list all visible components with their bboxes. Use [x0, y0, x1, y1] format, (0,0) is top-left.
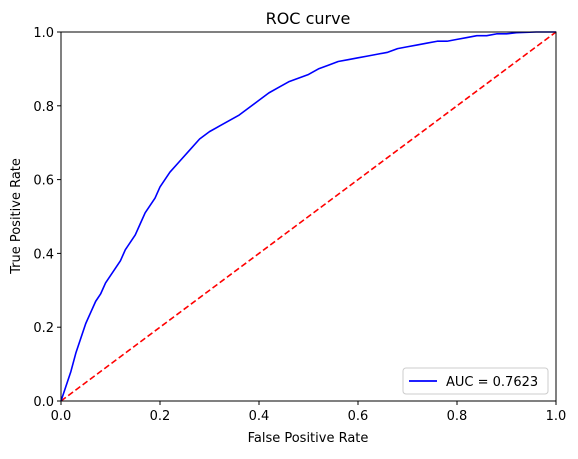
legend: AUC = 0.7623	[402, 367, 549, 395]
x-axis-label: False Positive Rate	[248, 431, 369, 446]
legend-box	[402, 367, 549, 395]
x-tick-label: 0.4	[249, 409, 270, 424]
y-tick-label: 0.0	[33, 395, 54, 410]
roc-curve-line	[60, 31, 556, 402]
y-axis: 0.0 0.2 0.4 0.6 0.8 1.0	[33, 26, 61, 410]
x-tick-label: 1.0	[546, 409, 567, 424]
y-tick-label: 1.0	[33, 26, 54, 41]
x-tick-label: 0.2	[150, 409, 171, 424]
y-tick-label: 0.8	[33, 100, 54, 115]
x-axis: 0.0 0.2 0.4 0.6 0.8 1.0	[51, 401, 567, 424]
y-tick-label: 0.2	[33, 321, 54, 336]
y-tick-label: 0.6	[33, 174, 54, 189]
y-tick-label: 0.4	[33, 247, 54, 262]
x-tick-label: 0.6	[348, 409, 369, 424]
series-layer	[60, 31, 557, 402]
chart-title: ROC curve	[266, 9, 351, 28]
plot-area	[60, 31, 557, 402]
plot-frame	[60, 31, 557, 402]
legend-label-auc: AUC = 0.7623	[446, 375, 538, 390]
chance-diagonal-line	[60, 31, 557, 402]
x-tick-label: 0.8	[447, 409, 468, 424]
y-axis-label: True Positive Rate	[9, 158, 24, 275]
x-tick-label: 0.0	[51, 409, 72, 424]
